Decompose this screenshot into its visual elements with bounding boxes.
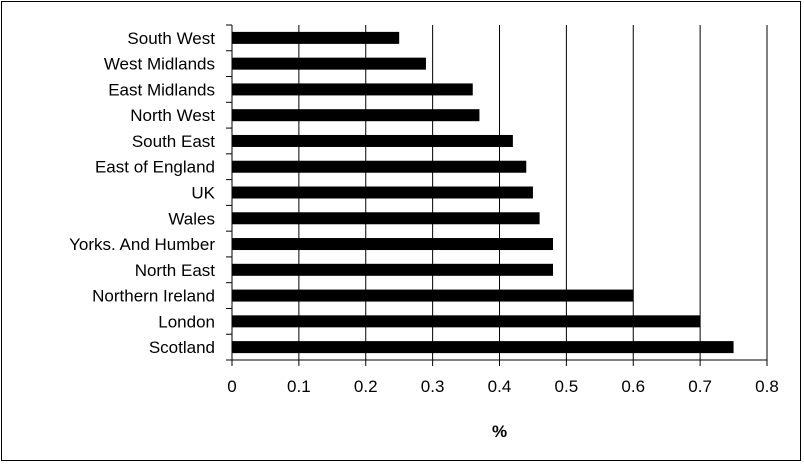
- x-axis-title: %: [492, 422, 507, 441]
- category-label-0: South West: [127, 29, 215, 48]
- x-tick-label-1: 0.1: [287, 377, 311, 396]
- category-label-10: Northern Ireland: [92, 287, 215, 306]
- category-label-6: UK: [191, 184, 215, 203]
- category-label-1: West Midlands: [104, 55, 215, 74]
- x-tick-label-3: 0.3: [421, 377, 445, 396]
- bar-4: [232, 134, 513, 147]
- category-label-2: East Midlands: [108, 80, 215, 99]
- category-label-4: South East: [132, 132, 215, 151]
- category-label-7: Wales: [168, 209, 215, 228]
- category-labels: South West West Midlands East Midlands Nort…: [69, 29, 215, 357]
- x-tick-label-6: 0.6: [621, 377, 645, 396]
- x-tick-label-7: 0.7: [688, 377, 712, 396]
- bar-3: [232, 109, 480, 122]
- bar-1: [232, 57, 426, 70]
- category-label-12: Scotland: [149, 338, 215, 357]
- bar-7: [232, 212, 540, 225]
- x-tick-labels: 0 0.1 0.2 0.3 0.4 0.5 0.6 0.7 0.8: [227, 377, 779, 396]
- bar-8: [232, 238, 553, 251]
- bar-9: [232, 263, 553, 276]
- bar-6: [232, 186, 533, 199]
- category-label-9: North East: [135, 261, 216, 280]
- gridlines: [298, 25, 768, 360]
- bar-12: [232, 341, 734, 354]
- x-tick-label-5: 0.5: [555, 377, 579, 396]
- x-tick-label-0: 0: [227, 377, 236, 396]
- bar-0: [232, 31, 400, 44]
- category-label-8: Yorks. And Humber: [69, 235, 215, 254]
- category-label-11: London: [158, 312, 215, 331]
- bar-11: [232, 315, 701, 328]
- category-label-5: East of England: [95, 158, 215, 177]
- x-tick-label-2: 0.2: [354, 377, 378, 396]
- category-label-3: North West: [130, 106, 215, 125]
- bar-5: [232, 160, 527, 173]
- x-tick-label-4: 0.4: [488, 377, 512, 396]
- axes: [226, 24, 768, 366]
- bar-2: [232, 83, 473, 96]
- bars: [232, 31, 734, 354]
- bar-10: [232, 289, 634, 302]
- x-tick-label-8: 0.8: [755, 377, 779, 396]
